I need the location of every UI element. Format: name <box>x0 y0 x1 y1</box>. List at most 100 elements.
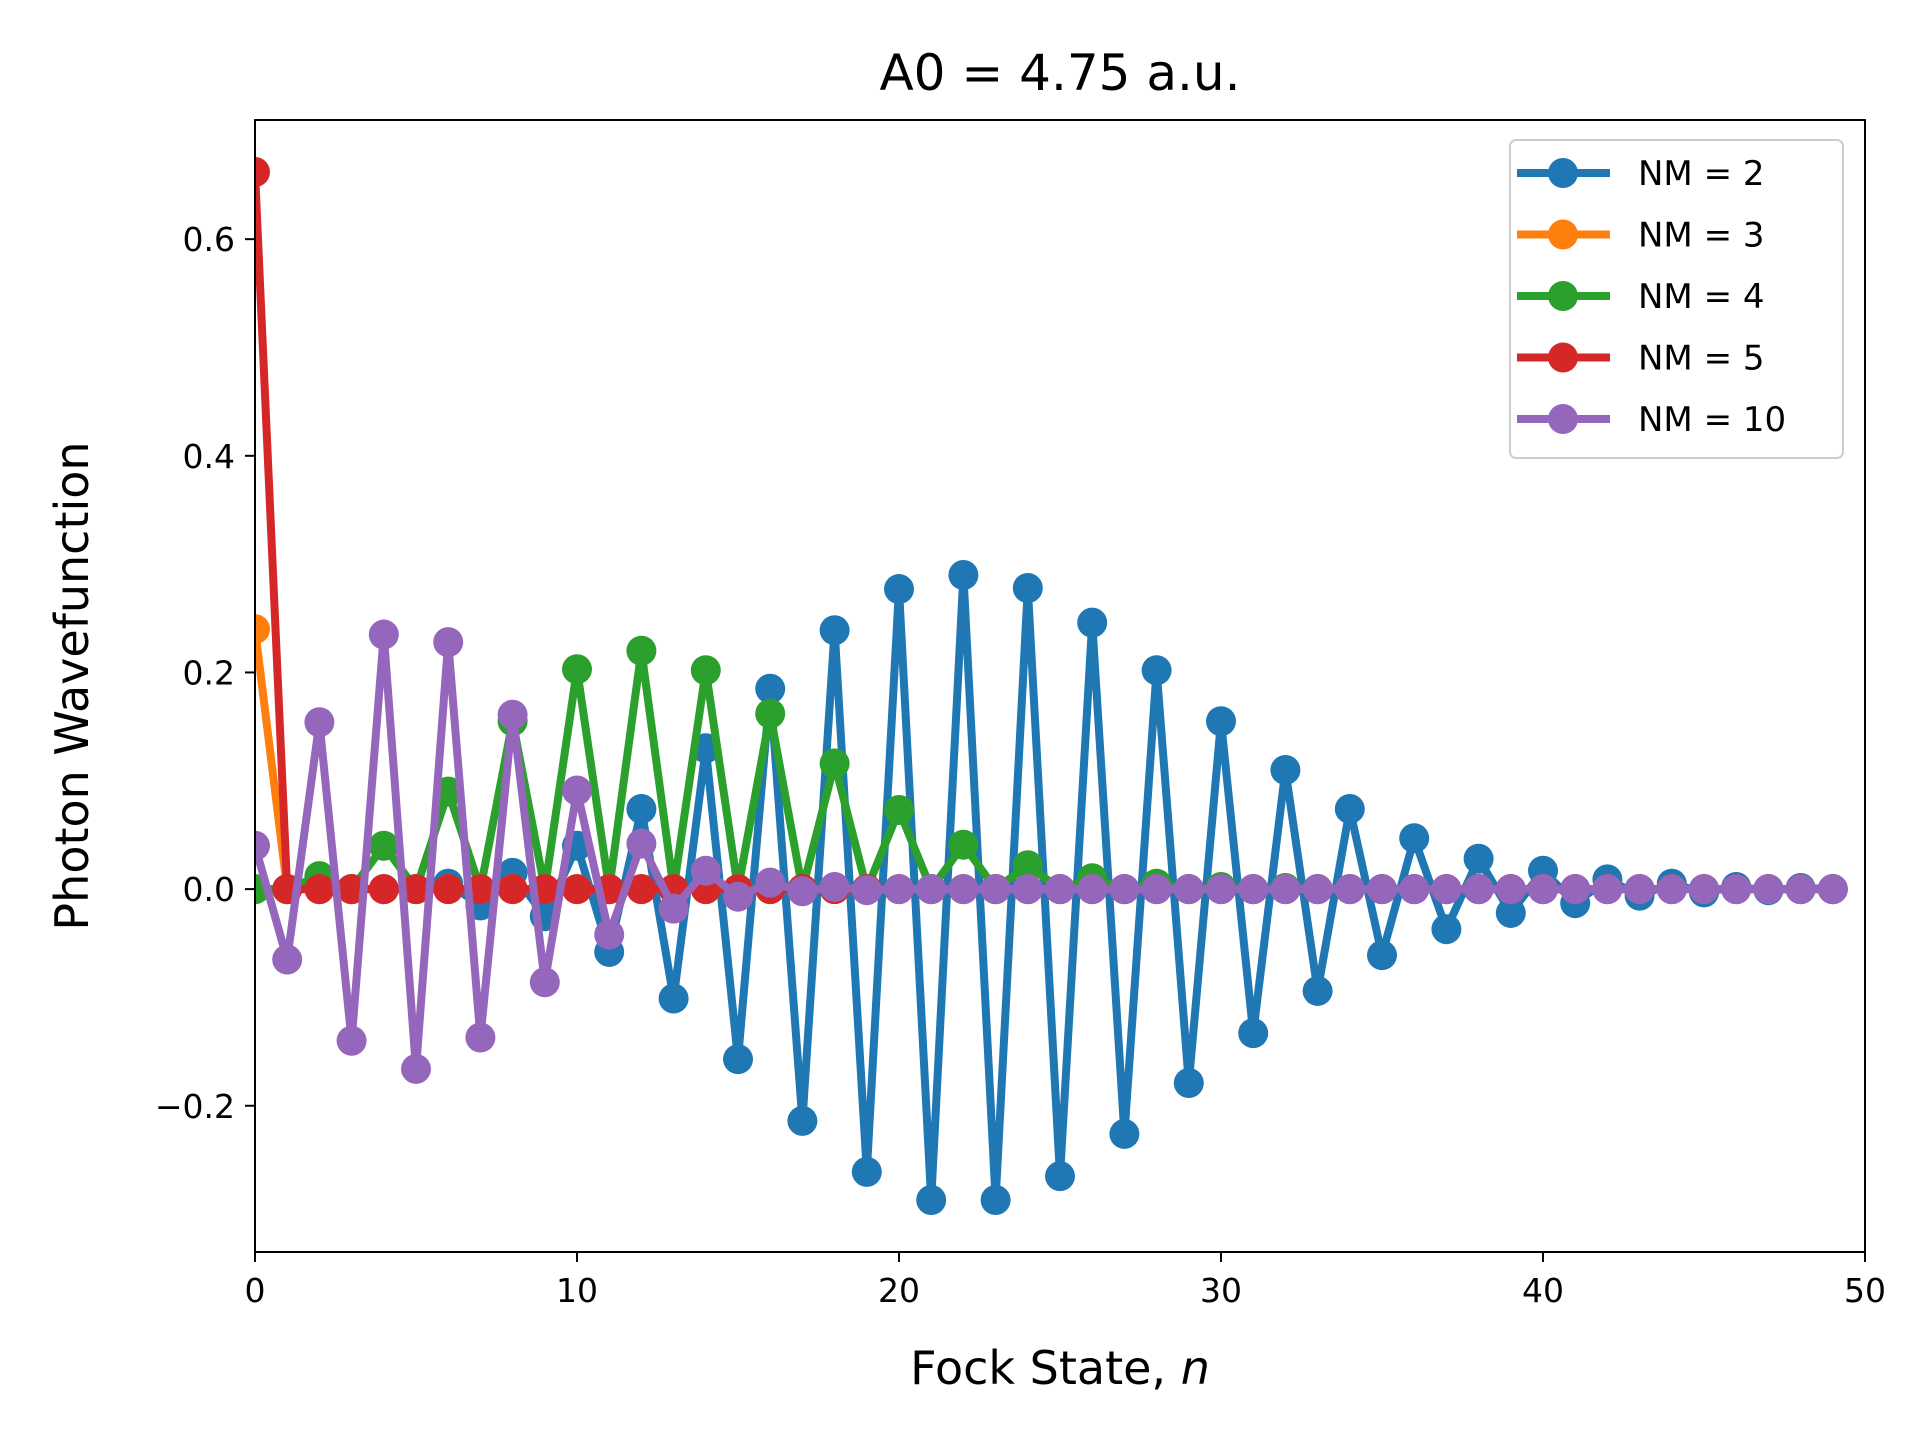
data-point <box>255 157 270 187</box>
data-point <box>626 828 657 859</box>
data-point <box>368 874 399 905</box>
data-point <box>594 919 625 950</box>
data-point <box>1399 874 1430 905</box>
x-axis-label-variable: n <box>1181 1341 1210 1395</box>
y-tick-label: 0.2 <box>183 653 235 692</box>
data-point <box>1012 874 1043 905</box>
data-point <box>1045 1161 1075 1192</box>
data-point <box>1399 823 1430 854</box>
data-point <box>1109 874 1140 905</box>
legend-entry: NM = 2 <box>1517 154 1765 194</box>
data-point <box>1495 874 1526 905</box>
data-point <box>1238 874 1269 905</box>
data-point <box>1528 874 1558 905</box>
data-point <box>1206 706 1236 737</box>
data-point <box>884 574 914 605</box>
data-point <box>1592 874 1623 905</box>
legend-entry: NM = 5 <box>1517 339 1765 379</box>
data-point <box>916 1185 947 1215</box>
data-point <box>658 983 689 1014</box>
data-point <box>1141 655 1172 686</box>
chart-title: A0 = 4.75 a.u. <box>879 44 1240 102</box>
data-point <box>562 775 592 806</box>
x-tick-label: 30 <box>1200 1271 1242 1310</box>
data-point <box>980 874 1011 905</box>
data-point <box>626 635 657 666</box>
x-tick-label: 20 <box>878 1271 920 1310</box>
legend-marker <box>1548 219 1578 250</box>
data-point <box>1141 874 1172 905</box>
data-point <box>690 655 721 686</box>
data-point <box>948 874 979 905</box>
data-point <box>1077 874 1108 905</box>
data-point <box>755 673 786 704</box>
data-point <box>465 1022 496 1053</box>
data-point <box>787 876 818 907</box>
data-point <box>1173 874 1204 905</box>
data-point <box>1270 874 1301 905</box>
plot-area <box>255 157 1848 1215</box>
data-point <box>1656 874 1687 905</box>
data-point <box>562 654 592 685</box>
data-point <box>1495 897 1526 928</box>
data-point <box>1173 1068 1204 1099</box>
data-point <box>1302 975 1333 1006</box>
data-point <box>336 1025 367 1056</box>
data-point <box>1431 914 1462 945</box>
data-point <box>948 829 979 860</box>
data-point <box>755 698 786 729</box>
data-point <box>562 874 592 905</box>
data-point <box>980 1185 1011 1215</box>
y-tick-label: 0.6 <box>183 220 235 259</box>
data-point <box>1785 874 1816 905</box>
x-axis-label: Fock State, n <box>910 1341 1210 1395</box>
data-point <box>497 874 528 905</box>
data-point <box>819 615 850 646</box>
legend-marker <box>1548 404 1578 434</box>
data-point <box>723 1044 753 1075</box>
data-point <box>1238 1018 1269 1049</box>
data-point <box>1012 572 1043 603</box>
x-tick-label: 0 <box>245 1271 266 1310</box>
data-point <box>368 619 399 650</box>
data-point <box>723 881 753 912</box>
legend-marker <box>1548 158 1578 188</box>
x-tick-label: 50 <box>1844 1271 1886 1310</box>
legend-entry: NM = 4 <box>1517 277 1765 317</box>
data-point <box>304 707 335 738</box>
data-point <box>529 967 560 998</box>
series-layer <box>255 157 1848 1215</box>
legend-label: NM = 3 <box>1638 216 1765 256</box>
data-point <box>497 699 528 730</box>
data-point <box>1367 940 1397 971</box>
data-point <box>1109 1118 1140 1149</box>
y-tick-label: 0.0 <box>183 870 235 909</box>
data-point <box>916 874 947 905</box>
legend-label: NM = 2 <box>1638 154 1765 194</box>
data-point <box>1560 874 1591 905</box>
legend-marker <box>1548 342 1578 373</box>
data-point <box>433 874 464 905</box>
data-point <box>1431 874 1462 905</box>
data-point <box>819 871 850 902</box>
data-point <box>884 795 914 826</box>
data-point <box>1206 874 1236 905</box>
data-point <box>626 793 657 824</box>
plot-frame <box>254 119 1866 1253</box>
data-point <box>1302 874 1333 905</box>
data-point <box>755 867 786 898</box>
legend-marker <box>1548 281 1578 311</box>
data-point <box>1367 874 1397 905</box>
data-point <box>1045 874 1075 905</box>
y-tick-label: 0.4 <box>183 437 235 476</box>
legend-entry: NM = 10 <box>1517 400 1786 440</box>
data-point <box>368 830 399 861</box>
legend-label: NM = 10 <box>1638 400 1786 440</box>
data-point <box>948 559 979 590</box>
x-axis-label-prefix: Fock State, <box>910 1341 1181 1395</box>
data-point <box>690 855 721 886</box>
data-point <box>1463 843 1494 874</box>
legend-label: NM = 5 <box>1638 339 1765 379</box>
x-tick-label: 10 <box>556 1271 598 1310</box>
